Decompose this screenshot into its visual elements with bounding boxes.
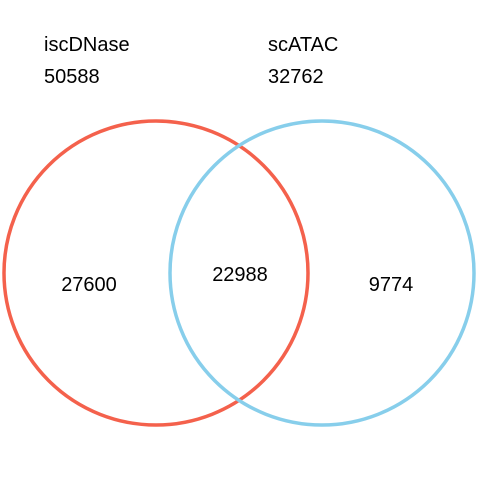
region-only-b-count: 9774 [369,274,414,296]
set-b-name: scATAC [268,34,338,56]
set-a-total: 50588 [44,66,100,88]
set-a-name: iscDNase [44,34,130,56]
region-only-a-count: 27600 [61,274,117,296]
set-a-circle [2,119,310,427]
region-both-count: 22988 [212,264,268,286]
set-b-total: 32762 [268,66,324,88]
set-b-circle [168,119,476,427]
